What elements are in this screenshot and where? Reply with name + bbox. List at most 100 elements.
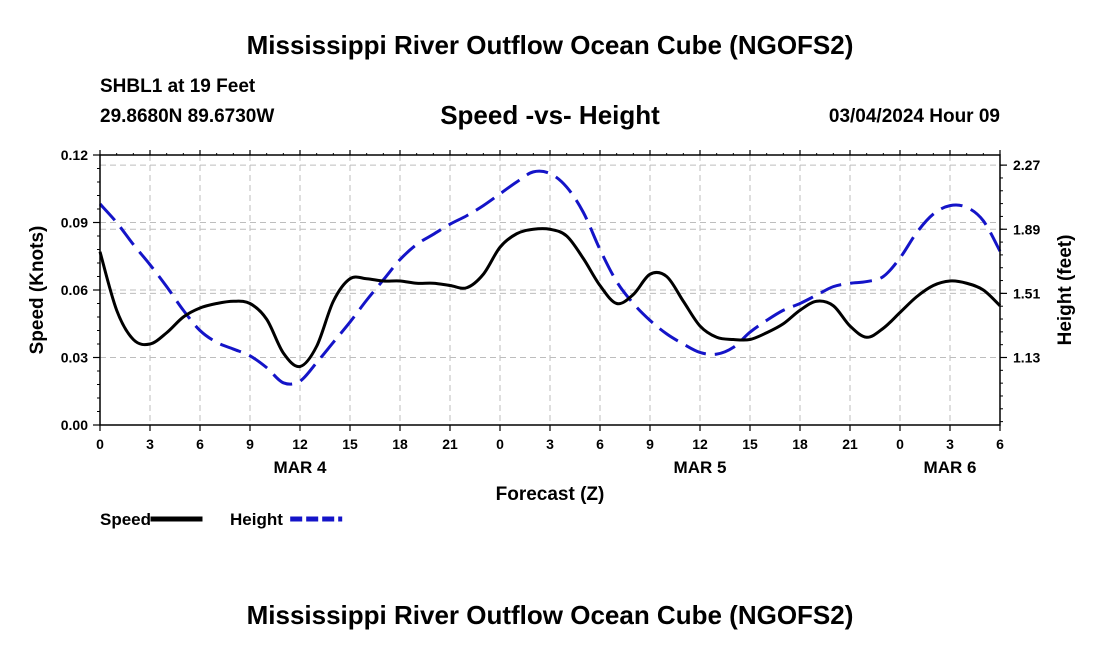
y-axis-title: Speed (Knots) xyxy=(27,226,48,355)
height-point xyxy=(398,258,402,262)
speed-point xyxy=(281,351,285,355)
height-point xyxy=(431,232,435,236)
speed-point xyxy=(181,315,185,319)
height-point xyxy=(365,298,369,302)
axes-layer: 0 3 6 9 12 15 18 21 0 3 6 9 12 15 18 21 0 3 6 0.00 0.03 0.06 0… xyxy=(61,147,1041,477)
height-point xyxy=(515,180,519,184)
speed-point xyxy=(131,338,135,342)
speed-point xyxy=(365,277,369,281)
speed-point xyxy=(515,232,519,236)
speed-point xyxy=(798,308,802,312)
speed-point xyxy=(665,275,669,279)
height-point xyxy=(648,318,652,322)
height-point xyxy=(815,293,819,297)
x-tick-label: 21 xyxy=(842,436,858,452)
y2-tick-label: 2.27 xyxy=(1013,157,1040,173)
y2-axis-title: Height (feet) xyxy=(1055,235,1076,346)
x-tick-label: 0 xyxy=(96,436,104,452)
height-point xyxy=(581,210,585,214)
date-label: MAR 4 xyxy=(274,458,327,477)
height-point xyxy=(965,205,969,209)
speed-point xyxy=(931,284,935,288)
speed-point xyxy=(315,344,319,348)
speed-point xyxy=(465,286,469,290)
y2-tick-label: 1.13 xyxy=(1013,350,1040,366)
speed-point xyxy=(698,324,702,328)
chart-main-title: Mississippi River Outflow Ocean Cube (NG… xyxy=(246,30,854,60)
x-tick-label: 0 xyxy=(496,436,504,452)
speed-point xyxy=(415,281,419,285)
series-layer xyxy=(98,169,1002,386)
speed-point xyxy=(115,308,119,312)
speed-point xyxy=(398,279,402,283)
date-label: MAR 6 xyxy=(924,458,977,477)
speed-point xyxy=(748,338,752,342)
speed-point xyxy=(881,326,885,330)
height-point xyxy=(548,172,552,176)
speed-point xyxy=(898,311,902,315)
speed-point xyxy=(781,322,785,326)
y-tick-label: 0.09 xyxy=(61,215,88,231)
height-point xyxy=(448,222,452,226)
series-line-speed xyxy=(98,227,1002,369)
height-point xyxy=(698,350,702,354)
x-tick-label: 3 xyxy=(946,436,954,452)
height-point xyxy=(148,263,152,267)
speed-point xyxy=(448,284,452,288)
station-coordinates: 29.8680N 89.6730W xyxy=(100,106,275,127)
y2-tick-label: 1.89 xyxy=(1013,221,1040,237)
speed-point xyxy=(765,331,769,335)
station-label: SHBL1 at 19 Feet xyxy=(100,76,256,97)
speed-point xyxy=(548,227,552,231)
legend: Speed Height xyxy=(100,510,343,529)
height-point xyxy=(981,219,985,223)
height-point xyxy=(948,204,952,208)
speed-point xyxy=(265,317,269,321)
height-point xyxy=(731,345,735,349)
y2-tick-label: 1.51 xyxy=(1013,285,1040,301)
speed-point xyxy=(715,335,719,339)
height-point xyxy=(631,302,635,306)
height-point xyxy=(198,329,202,333)
speed-point xyxy=(248,302,252,306)
y-tick-label: 0.03 xyxy=(61,350,88,366)
x-tick-label: 15 xyxy=(742,436,758,452)
speed-point xyxy=(948,279,952,283)
height-point xyxy=(748,330,752,334)
height-point xyxy=(315,361,319,365)
height-point xyxy=(281,381,285,385)
y-tick-label: 0.12 xyxy=(61,147,88,163)
height-point xyxy=(115,221,119,225)
speed-point xyxy=(648,272,652,276)
x-tick-label: 18 xyxy=(792,436,808,452)
x-tick-label: 21 xyxy=(442,436,458,452)
y-tick-label: 0.06 xyxy=(61,282,88,298)
speed-point xyxy=(198,306,202,310)
speed-point xyxy=(148,342,152,346)
height-point xyxy=(931,212,935,216)
x-axis-title: Forecast (Z) xyxy=(496,484,605,505)
height-point xyxy=(265,366,269,370)
height-point xyxy=(465,214,469,218)
speed-point xyxy=(981,288,985,292)
height-point xyxy=(481,204,485,208)
x-tick-label: 3 xyxy=(546,436,554,452)
speed-point xyxy=(481,272,485,276)
height-point xyxy=(915,231,919,235)
x-tick-label: 3 xyxy=(146,436,154,452)
height-point xyxy=(681,342,685,346)
x-tick-label: 6 xyxy=(196,436,204,452)
speed-point xyxy=(598,284,602,288)
x-tick-label: 12 xyxy=(292,436,308,452)
speed-point xyxy=(498,245,502,249)
date-label: MAR 5 xyxy=(674,458,727,477)
height-point xyxy=(798,302,802,306)
speed-point xyxy=(615,302,619,306)
speed-point xyxy=(581,257,585,261)
height-point xyxy=(415,242,419,246)
height-point xyxy=(765,318,769,322)
x-tick-label: 15 xyxy=(342,436,358,452)
speed-point xyxy=(731,338,735,342)
y-tick-label: 0.00 xyxy=(61,417,88,433)
